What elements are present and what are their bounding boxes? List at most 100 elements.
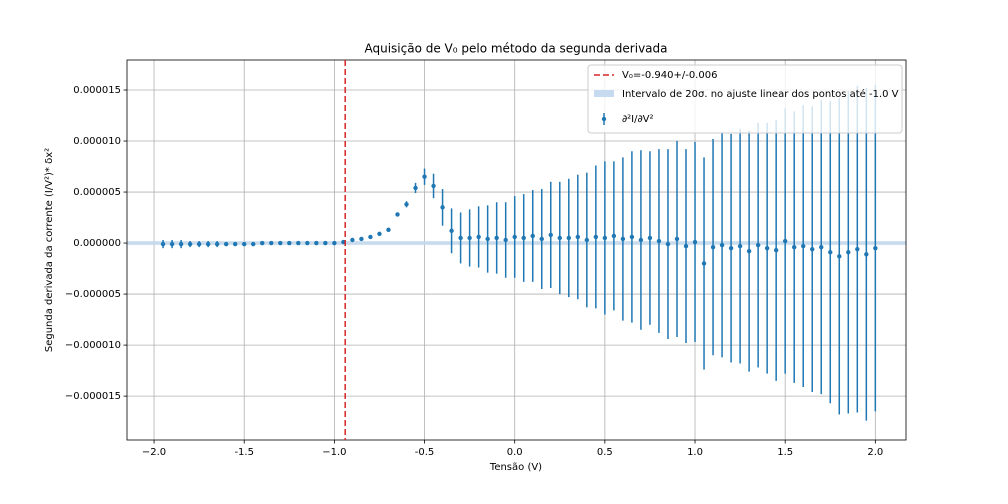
chart-title: Aquisição de V₀ pelo método da segunda d… <box>364 42 667 56</box>
data-point <box>422 174 427 179</box>
data-point <box>620 236 626 242</box>
data-point <box>692 239 698 245</box>
x-tick-label: 2.0 <box>867 447 883 458</box>
data-point <box>846 250 851 255</box>
data-point <box>413 185 418 191</box>
x-tick-label: 1.5 <box>777 447 793 458</box>
data-point <box>449 228 454 234</box>
data-point <box>873 245 878 251</box>
data-point <box>431 183 436 189</box>
y-tick-label: −0.000015 <box>65 391 121 402</box>
data-point <box>350 237 355 243</box>
data-point <box>251 241 256 247</box>
y-tick-label: 0.000010 <box>73 136 121 147</box>
data-point <box>223 241 229 247</box>
data-point <box>296 240 301 246</box>
data-point <box>782 238 788 244</box>
data-point <box>494 235 499 241</box>
data-point <box>773 248 779 253</box>
legend-label: ∂²I/∂V² <box>622 114 654 125</box>
data-point <box>368 234 373 240</box>
data-point <box>728 245 734 251</box>
data-point <box>575 234 581 240</box>
data-point <box>701 261 707 266</box>
data-point <box>719 242 725 248</box>
data-point <box>737 243 743 249</box>
x-tick-label: 1.0 <box>687 447 703 458</box>
data-point <box>359 236 364 242</box>
data-point <box>855 246 860 252</box>
y-axis-label: Segunda derivada da corrente (I/V²)* δx² <box>44 148 55 352</box>
legend-label: Intervalo de 20σ. no ajuste linear dos p… <box>622 88 899 100</box>
y-tick-label: −0.000010 <box>65 340 121 351</box>
data-point <box>566 235 571 241</box>
data-point <box>269 240 274 246</box>
data-point <box>539 236 544 242</box>
data-point <box>187 241 193 247</box>
data-point <box>638 237 644 243</box>
data-point <box>828 250 833 255</box>
data-point <box>404 202 409 207</box>
data-point <box>169 241 175 247</box>
data-point <box>205 241 211 247</box>
data-point <box>485 236 490 242</box>
data-point <box>629 234 635 240</box>
data-point <box>242 241 247 247</box>
data-point <box>683 243 689 249</box>
data-point <box>476 234 481 240</box>
data-point <box>647 235 653 241</box>
data-point <box>602 235 608 241</box>
data-point <box>755 242 761 248</box>
data-point <box>710 244 716 250</box>
data-point <box>196 241 202 247</box>
data-point <box>810 246 815 252</box>
data-point <box>332 240 337 246</box>
data-point <box>665 241 671 247</box>
y-tick-label: 0.000000 <box>73 238 121 249</box>
legend-swatch <box>601 116 607 122</box>
data-point <box>801 243 806 249</box>
data-point <box>674 236 680 242</box>
data-point <box>395 212 400 217</box>
data-point <box>584 237 590 243</box>
data-point <box>260 240 265 246</box>
data-point <box>232 241 238 247</box>
x-tick-label: 0.0 <box>507 447 523 458</box>
data-point <box>467 235 472 241</box>
axes-frame <box>126 59 907 441</box>
data-point <box>160 241 166 247</box>
data-point <box>314 240 319 246</box>
legend-label: V₀=-0.940+/-0.006 <box>622 70 717 81</box>
data-point <box>178 241 184 247</box>
x-tick-label: 0.5 <box>597 447 613 458</box>
data-point <box>611 233 617 239</box>
data-point <box>557 235 562 241</box>
data-point <box>305 240 310 246</box>
data-point <box>214 241 220 247</box>
data-point <box>323 240 328 246</box>
legend: V₀=-0.940+/-0.006 Intervalo de 20σ. no aj… <box>587 64 903 134</box>
y-tick-label: −0.000005 <box>65 289 121 300</box>
x-tick-label: −2.0 <box>142 447 166 458</box>
data-point <box>503 237 508 243</box>
data-point <box>386 227 391 232</box>
data-point <box>593 234 599 240</box>
data-point <box>746 249 752 254</box>
data-point <box>512 234 517 240</box>
data-point <box>548 232 553 238</box>
x-tick-label: -1.5 <box>234 447 254 458</box>
legend-swatch <box>594 90 614 97</box>
x-tick-label: −1.0 <box>322 447 346 458</box>
data-point <box>278 240 283 246</box>
data-point <box>287 240 292 246</box>
confidence-band <box>127 241 906 246</box>
y-tick-label: 0.000015 <box>73 85 121 96</box>
data-point <box>764 245 770 251</box>
data-point <box>440 205 445 210</box>
data-point <box>864 252 869 257</box>
data-point <box>656 238 662 244</box>
data-point <box>791 244 797 250</box>
data-point <box>837 254 842 259</box>
data-point <box>458 235 463 241</box>
